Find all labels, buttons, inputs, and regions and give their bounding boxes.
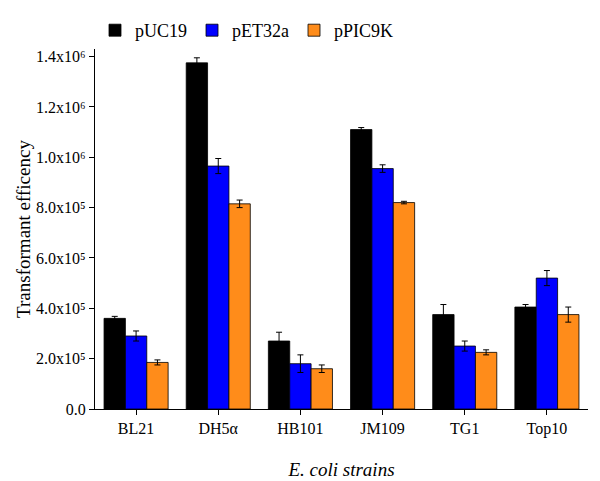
svg-text:6.0x10⁵: 6.0x10⁵ [36, 250, 86, 267]
svg-text:Top10: Top10 [527, 420, 568, 438]
svg-text:1.2x10⁶: 1.2x10⁶ [36, 99, 86, 116]
svg-text:BL21: BL21 [118, 420, 154, 437]
svg-text:4.0x10⁵: 4.0x10⁵ [36, 300, 86, 317]
svg-text:DH5α: DH5α [199, 420, 239, 437]
svg-text:HB101: HB101 [277, 420, 323, 437]
svg-text:1.4x10⁶: 1.4x10⁶ [36, 48, 86, 65]
svg-text:2.0x10⁵: 2.0x10⁵ [36, 350, 86, 367]
svg-text:Transformant efficency: Transformant efficency [13, 140, 34, 318]
svg-text:pPIC9K: pPIC9K [334, 21, 393, 41]
svg-text:pET32a: pET32a [232, 21, 289, 41]
svg-text:pUC19: pUC19 [135, 21, 187, 41]
svg-text:1.0x10⁶: 1.0x10⁶ [36, 149, 86, 166]
svg-text:0.0: 0.0 [66, 401, 86, 418]
svg-text:TG1: TG1 [450, 420, 479, 437]
svg-text:JM109: JM109 [360, 420, 404, 437]
svg-text:E. coli strains: E. coli strains [287, 459, 394, 480]
svg-text:8.0x10⁵: 8.0x10⁵ [36, 199, 86, 216]
